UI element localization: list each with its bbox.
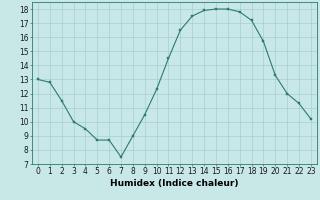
X-axis label: Humidex (Indice chaleur): Humidex (Indice chaleur) <box>110 179 239 188</box>
